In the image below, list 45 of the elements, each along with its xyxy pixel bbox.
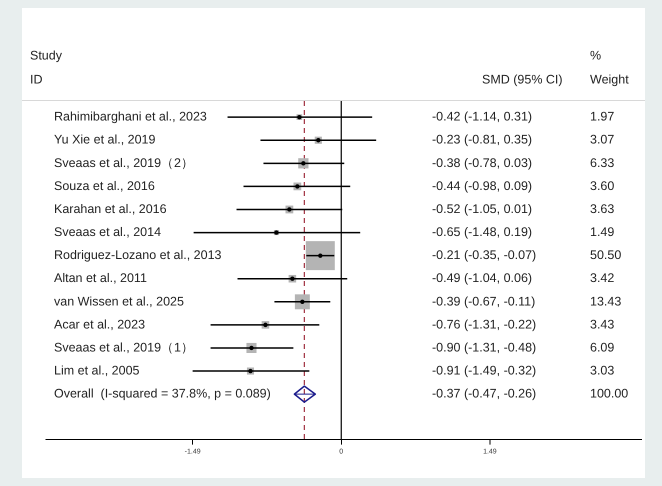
annotation: -0.38 (-0.78, 0.03): [432, 156, 532, 170]
y-tick-label: Sveaas et al., 2019（1）: [54, 340, 194, 354]
annotation: 6.33: [590, 156, 614, 170]
annotation: 1.97: [590, 110, 614, 124]
annotation: 3.03: [590, 364, 614, 378]
y-tick-label: van Wissen et al., 2025: [54, 294, 184, 308]
text: %: [590, 48, 602, 62]
y-tick-label: Altan et al., 2011: [54, 271, 147, 286]
text: Weight: [590, 72, 630, 86]
annotation: -0.76 (-1.31, -0.22): [432, 317, 536, 332]
annotation: 3.07: [590, 132, 614, 147]
annotation: -0.91 (-1.49, -0.32): [432, 364, 536, 378]
annotation: -0.44 (-0.98, 0.09): [432, 178, 532, 193]
annotation: -0.49 (-1.04, 0.06): [432, 271, 532, 286]
y-tick-label: Overall (I-squared = 37.8%, p = 0.089): [54, 386, 271, 401]
annotation: 3.42: [590, 271, 614, 286]
annotation: -0.42 (-1.14, 0.31): [432, 110, 532, 124]
annotation: 3.43: [590, 317, 614, 332]
annotation: 6.09: [590, 340, 614, 354]
annotation: 3.63: [590, 202, 614, 216]
annotation: -0.39 (-0.67, -0.11): [432, 294, 536, 308]
y-tick-label: Souza et al., 2016: [54, 178, 155, 193]
text: Study: [30, 48, 63, 62]
y-tick-label: Yu Xie et al., 2019: [54, 132, 156, 147]
text: SMD (95% CI): [482, 72, 563, 86]
annotation: 1.49: [590, 225, 614, 240]
y-tick-label: Rahimibarghani et al., 2023: [54, 110, 207, 124]
annotation: -0.37 (-0.47, -0.26): [432, 386, 536, 401]
annotation: -0.52 (-1.05, 0.01): [432, 202, 532, 216]
annotation: -0.90 (-1.31, -0.48): [432, 340, 536, 354]
y-tick-label: Karahan et al., 2016: [54, 202, 167, 216]
annotation: -0.21 (-0.35, -0.07): [432, 248, 536, 262]
annotation: -0.65 (-1.48, 0.19): [432, 225, 532, 240]
y-tick-label: Lim et al., 2005: [54, 364, 140, 378]
point: [294, 385, 316, 403]
y-tick-label: Sveaas et al., 2014: [54, 225, 162, 240]
y-tick-label: Sveaas et al., 2019（2）: [54, 156, 194, 170]
y-tick-label: Rodriguez-Lozano et al., 2013: [54, 248, 222, 262]
annotation: 100.00: [590, 386, 628, 401]
annotation: 13.43: [590, 294, 622, 308]
text: ID: [30, 72, 42, 86]
y-tick-label: Acar et al., 2023: [54, 317, 146, 332]
annotation: -0.23 (-0.81, 0.35): [432, 132, 532, 147]
annotation: 3.60: [590, 178, 614, 193]
annotation: 50.50: [590, 248, 622, 262]
